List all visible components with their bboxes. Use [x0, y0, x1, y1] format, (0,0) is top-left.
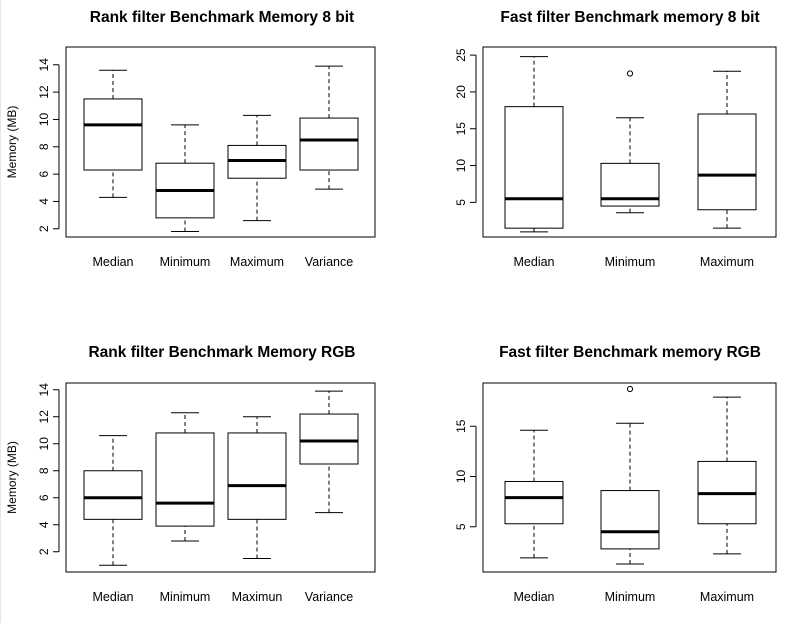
y-tick-label: 25	[454, 48, 468, 62]
category-label: Median	[93, 590, 134, 604]
chart-panel-3: Rank filter Benchmark Memory RGB 2 4 6 8 10 12…	[5, 344, 376, 604]
chart-panel-4: Fast filter Benchmark memory RGB 5 10 15 Med…	[454, 344, 777, 604]
box-iqr	[299, 117, 359, 171]
category-label: Minimum	[605, 255, 656, 269]
box-variance	[299, 390, 359, 514]
plot-frame	[65, 46, 376, 238]
box-median	[504, 429, 564, 559]
box-iqr	[504, 106, 564, 229]
category-label: Variance	[305, 590, 353, 604]
y-tick-label: 15	[454, 122, 468, 136]
box-variance	[299, 65, 359, 190]
y-tick-label: 5	[454, 523, 468, 530]
box-iqr	[83, 470, 143, 520]
y-tick-label: 8	[37, 467, 51, 474]
y-tick-label: 4	[37, 198, 51, 205]
y-tick-label: 5	[454, 199, 468, 206]
chart-panel-1: Rank filter Benchmark Memory 8 bit 2 4 6 8 10…	[5, 9, 376, 269]
y-axis-label: Memory (MB)	[5, 106, 19, 179]
y-tick-label: 15	[454, 419, 468, 433]
category-label: Median	[93, 255, 134, 269]
category-label: Maximum	[700, 590, 754, 604]
box-minimum	[155, 412, 215, 542]
box-iqr	[227, 432, 287, 520]
y-tick-label: 10	[37, 437, 51, 451]
box-iqr	[83, 98, 143, 171]
box-iqr	[299, 413, 359, 465]
box-minimum	[155, 124, 215, 233]
chart-title: Fast filter Benchmark memory 8 bit	[500, 9, 759, 26]
left-edge-line	[0, 0, 1, 623]
y-tick-label: 10	[454, 159, 468, 173]
box-maximum	[227, 114, 287, 222]
chart-panel-2: Fast filter Benchmark memory 8 bit 5 10 15 2…	[454, 9, 777, 269]
y-tick-label: 20	[454, 85, 468, 99]
box-iqr	[697, 113, 757, 211]
y-tick-label: 10	[37, 112, 51, 126]
chart-title: Rank filter Benchmark Memory 8 bit	[90, 9, 354, 26]
plot-frame	[65, 382, 376, 573]
outlier-point	[626, 385, 634, 393]
box-minimum	[600, 70, 660, 214]
y-tick-label: 6	[37, 494, 51, 501]
category-label: Maximun	[232, 590, 283, 604]
y-axis-label: Memory (MB)	[5, 441, 19, 514]
chart-title: Rank filter Benchmark Memory RGB	[88, 344, 355, 361]
category-label: Maximum	[230, 255, 284, 269]
plot-frame	[482, 382, 777, 573]
box-iqr	[504, 481, 564, 525]
category-label: Median	[514, 255, 555, 269]
y-tick-label: 12	[37, 410, 51, 424]
y-tick-label: 4	[37, 521, 51, 528]
y-tick-label: 2	[37, 225, 51, 232]
y-tick-label: 14	[37, 58, 51, 72]
y-tick-label: 8	[37, 143, 51, 150]
y-tick-label: 6	[37, 170, 51, 177]
category-label: Variance	[305, 255, 353, 269]
category-label: Minimum	[160, 255, 211, 269]
y-tick-label: 2	[37, 548, 51, 555]
chart-title: Fast filter Benchmark memory RGB	[499, 344, 761, 361]
box-median	[83, 69, 143, 198]
box-median	[504, 56, 564, 233]
box-minimum	[600, 385, 660, 565]
category-label: Median	[514, 590, 555, 604]
box-maximum	[697, 70, 757, 229]
box-median	[83, 435, 143, 566]
box-iqr	[600, 490, 660, 550]
category-label: Maximum	[700, 255, 754, 269]
category-label: Minimum	[605, 590, 656, 604]
box-iqr	[155, 432, 215, 527]
y-tick-label: 14	[37, 383, 51, 397]
y-tick-label: 10	[454, 470, 468, 484]
box-maximum	[697, 396, 757, 555]
plot-frame	[482, 46, 777, 238]
category-label: Minimum	[160, 590, 211, 604]
y-tick-label: 12	[37, 85, 51, 99]
outlier-point	[626, 70, 634, 77]
box-maximun	[227, 416, 287, 559]
